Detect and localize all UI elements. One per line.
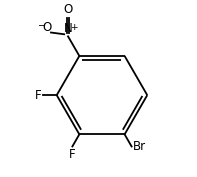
Text: +: + xyxy=(70,23,77,32)
Text: Br: Br xyxy=(132,140,146,153)
Text: O: O xyxy=(63,3,73,16)
Text: N: N xyxy=(64,22,72,35)
Text: −: − xyxy=(37,21,46,31)
Text: F: F xyxy=(34,89,41,102)
Text: F: F xyxy=(69,148,76,161)
Text: O: O xyxy=(43,21,52,34)
